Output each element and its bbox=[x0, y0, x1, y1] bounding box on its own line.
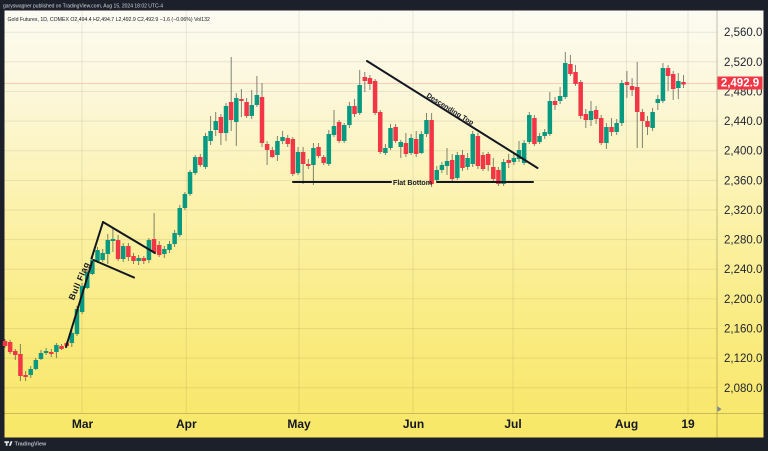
svg-text:2,400.0: 2,400.0 bbox=[724, 146, 762, 158]
svg-text:Gold Futures, 1D, COMEX O2,494: Gold Futures, 1D, COMEX O2,494.4 H2,494.… bbox=[8, 17, 211, 23]
svg-text:May: May bbox=[287, 417, 311, 431]
svg-text:Jun: Jun bbox=[403, 417, 424, 431]
svg-text:2,320.0: 2,320.0 bbox=[724, 205, 762, 217]
svg-text:2,280.0: 2,280.0 bbox=[724, 235, 762, 247]
svg-text:2,560.0: 2,560.0 bbox=[724, 27, 762, 39]
svg-text:2,240.0: 2,240.0 bbox=[724, 264, 762, 276]
svg-text:2,440.0: 2,440.0 bbox=[724, 116, 762, 128]
svg-text:2,080.0: 2,080.0 bbox=[724, 383, 762, 395]
svg-text:2,160.0: 2,160.0 bbox=[724, 324, 762, 336]
svg-text:2,200.0: 2,200.0 bbox=[724, 294, 762, 306]
svg-text:Jul: Jul bbox=[504, 417, 521, 431]
svg-text:TradingView: TradingView bbox=[15, 442, 47, 448]
svg-text:Flat Bottom: Flat Bottom bbox=[393, 180, 432, 187]
svg-text:Mar: Mar bbox=[72, 417, 94, 431]
svg-text:garyswagner published on Tradi: garyswagner published on TradingView.com… bbox=[3, 3, 163, 9]
svg-text:2,360.0: 2,360.0 bbox=[724, 175, 762, 187]
svg-text:Aug: Aug bbox=[615, 417, 638, 431]
svg-text:2,492.9: 2,492.9 bbox=[721, 78, 759, 90]
svg-text:Apr: Apr bbox=[176, 417, 197, 431]
svg-text:2,120.0: 2,120.0 bbox=[724, 353, 762, 365]
svg-text:19: 19 bbox=[681, 417, 695, 431]
svg-text:2,520.0: 2,520.0 bbox=[724, 57, 762, 69]
